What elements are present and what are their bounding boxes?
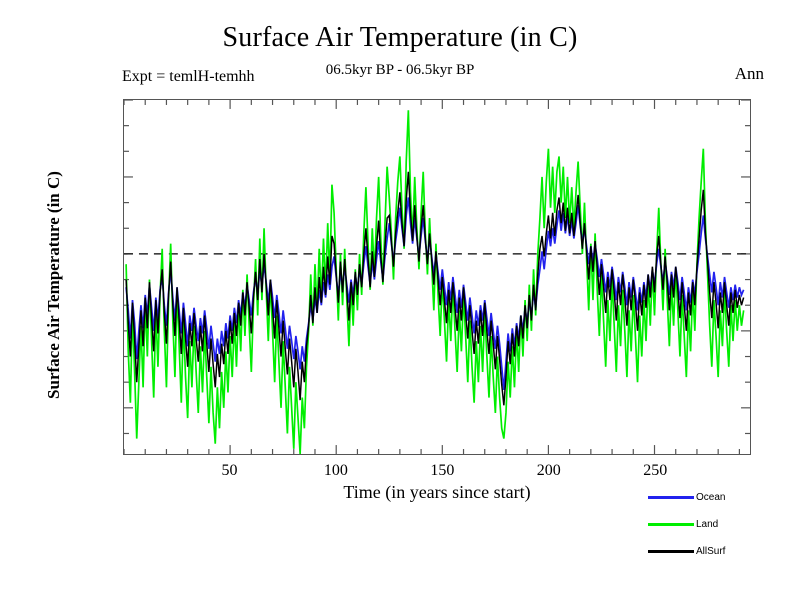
x-tick-label: 200 — [536, 462, 561, 479]
plot-area — [123, 99, 751, 455]
x-tick-label: 100 — [323, 462, 348, 479]
legend-label: Land — [696, 519, 719, 530]
series-canvas — [124, 100, 750, 454]
season-annotation: Ann — [734, 64, 764, 83]
legend-swatch — [648, 523, 694, 526]
legend-item[interactable]: AllSurf — [648, 538, 798, 565]
x-axis-label: Time (in years since start) — [343, 482, 531, 502]
legend-swatch — [648, 550, 694, 553]
legend-item[interactable]: Ocean — [648, 484, 798, 511]
experiment-annotation: Expt = temlH-temhh — [122, 68, 255, 85]
x-tick-label: 150 — [430, 462, 455, 479]
legend: Ocean Land AllSurf — [648, 484, 798, 565]
page-title: Surface Air Temperature (in C) — [222, 22, 578, 53]
legend-swatch — [648, 496, 694, 499]
x-tick-label: 250 — [643, 462, 668, 479]
y-axis-label: Surface Air Temperature (in C) — [44, 171, 63, 399]
x-tick-label: 50 — [221, 462, 238, 479]
chart-subtitle: 06.5kyr BP - 06.5kyr BP — [325, 62, 475, 78]
legend-label: Ocean — [696, 492, 726, 503]
legend-label: AllSurf — [696, 546, 726, 557]
legend-item[interactable]: Land — [648, 511, 798, 538]
